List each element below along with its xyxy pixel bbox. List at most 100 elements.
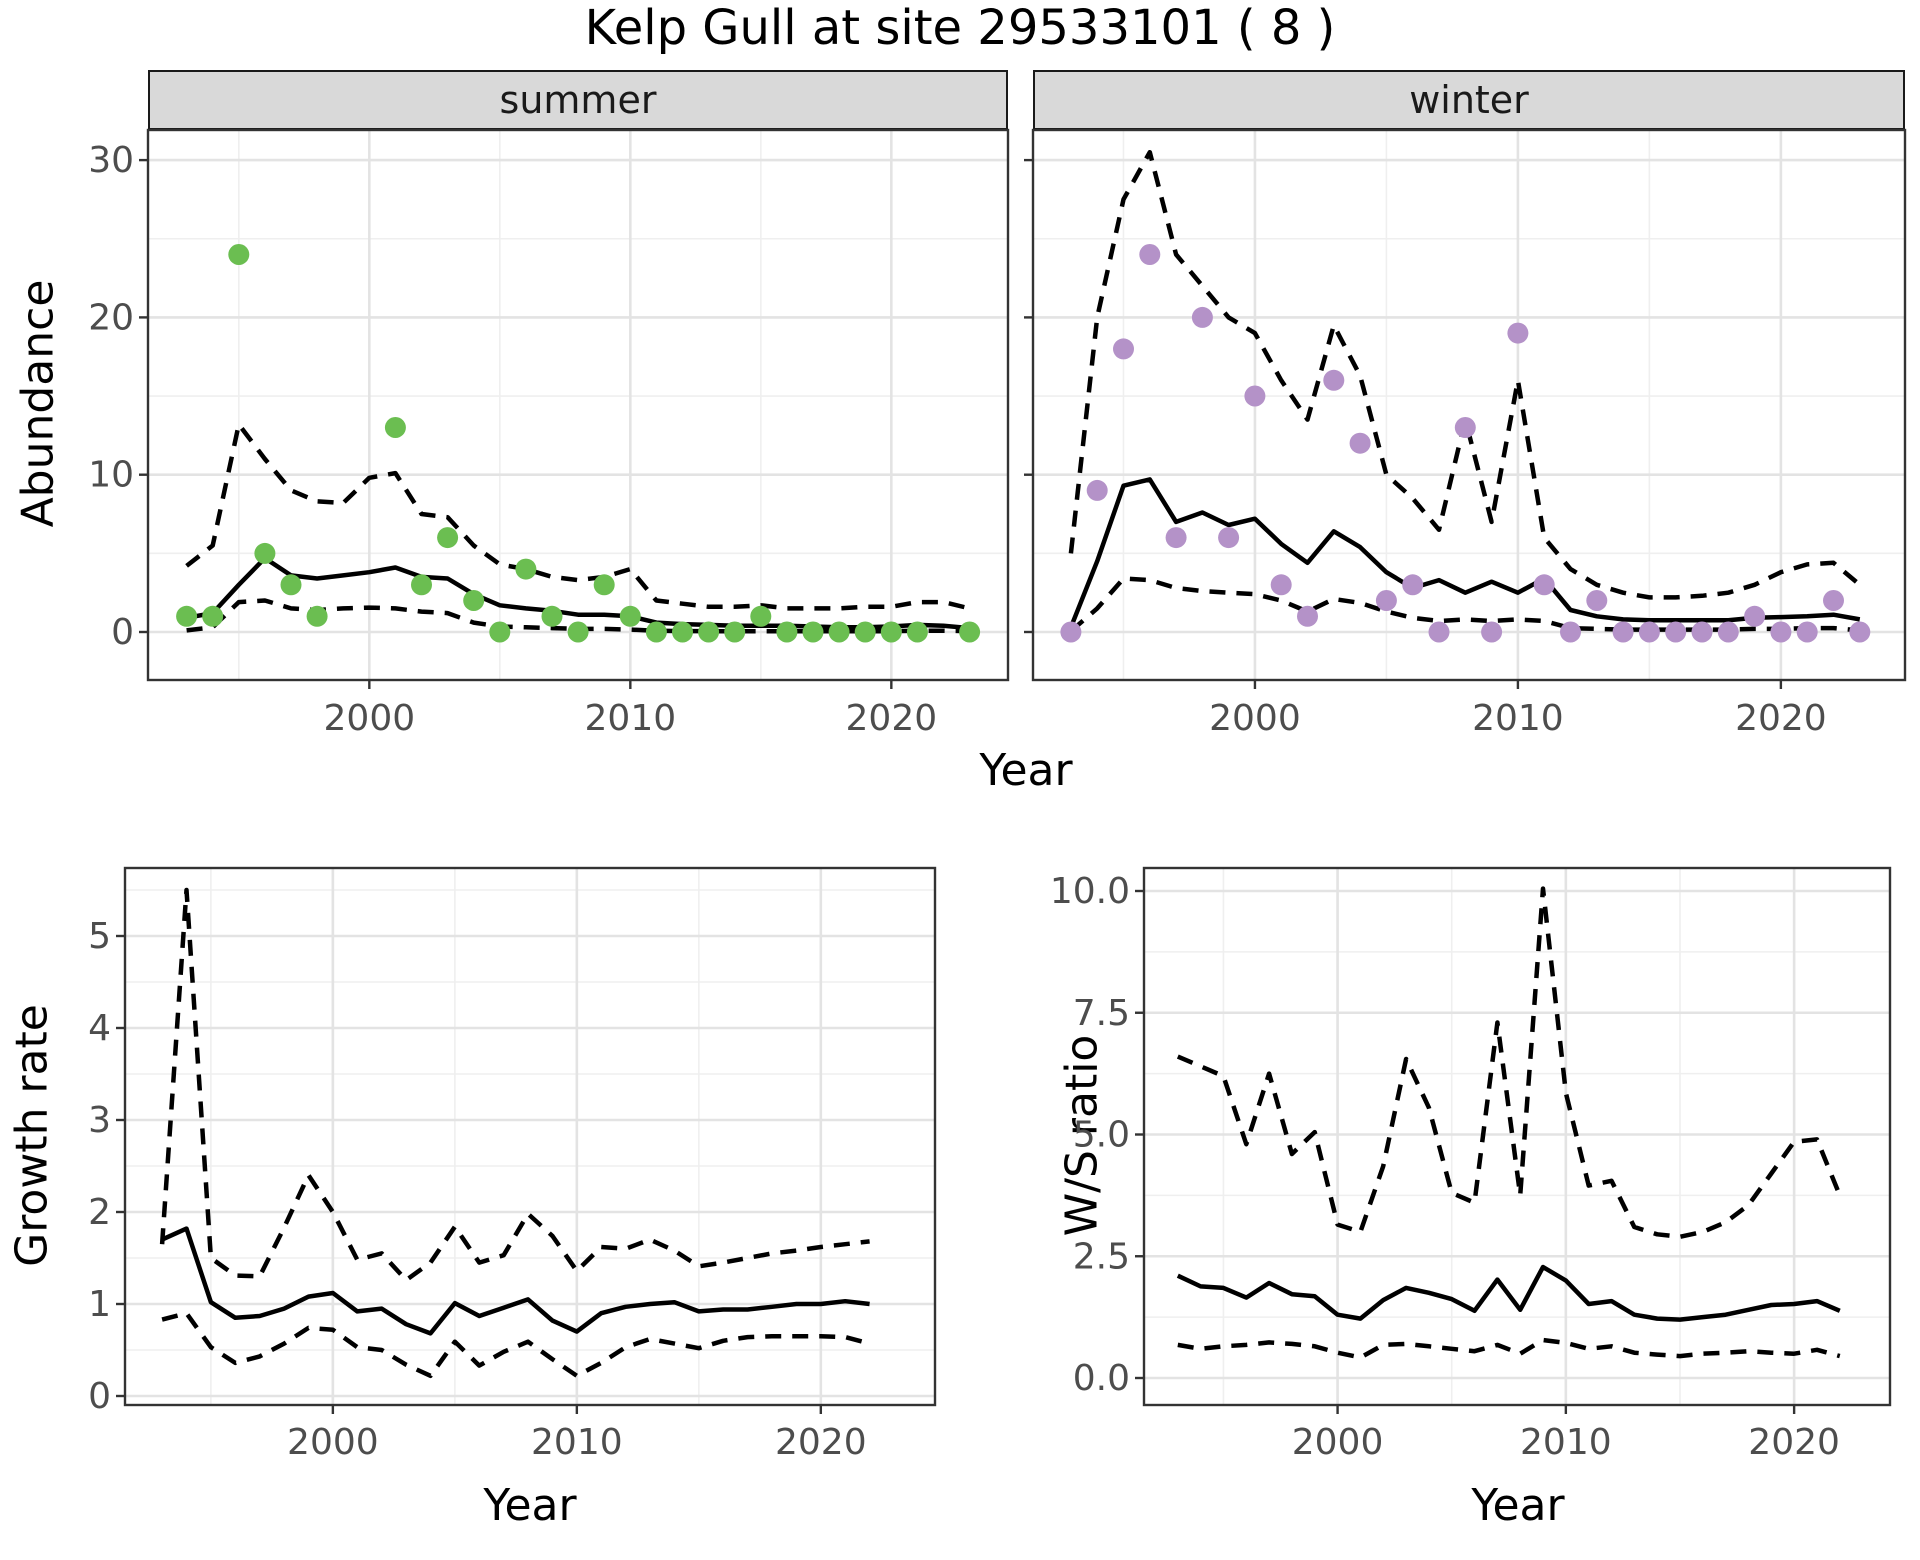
y-tick-label: 7.5	[1073, 993, 1130, 1034]
data-point	[176, 605, 198, 627]
data-point	[1612, 621, 1634, 643]
facet-strip-winter-label: winter	[1409, 78, 1529, 122]
y-tick-label: 0	[111, 612, 134, 653]
data-point	[1796, 621, 1818, 643]
data-point	[1638, 621, 1660, 643]
panel-background	[1144, 868, 1890, 1405]
data-point	[1533, 574, 1555, 596]
x-tick-label: 2000	[1209, 698, 1301, 739]
data-point	[1191, 306, 1213, 328]
panel-background	[1033, 130, 1905, 680]
data-point	[645, 621, 667, 643]
data-point	[828, 621, 850, 643]
data-point	[1560, 621, 1581, 643]
data-point	[698, 621, 720, 643]
x-tick-label: 2020	[775, 1422, 867, 1463]
data-point	[724, 621, 746, 643]
x-tick-label: 2010	[531, 1422, 623, 1463]
lower-ci-line	[1177, 1337, 1841, 1360]
panel-abundance_winter: 2000 2010 2020	[1024, 128, 1907, 739]
data-point	[1297, 605, 1318, 627]
data-point	[1375, 590, 1397, 611]
data-point	[854, 621, 876, 643]
panel-border	[1031, 128, 1907, 682]
x-tick-label: 2020	[1748, 1422, 1840, 1463]
data-point	[1428, 621, 1450, 643]
y-tick-label: 2.5	[1073, 1236, 1130, 1277]
panel-abundance_summer: 2000 2010 2020 0 10 20 30	[88, 128, 1010, 739]
data-point	[1323, 369, 1345, 391]
x-tick-label: 2000	[324, 698, 416, 739]
upper-ci-line	[159, 887, 870, 1283]
panel-background	[125, 868, 935, 1405]
data-point	[1507, 322, 1529, 344]
data-point	[1770, 621, 1792, 643]
y-tick-label: 5	[88, 916, 111, 957]
data-point	[1691, 621, 1713, 643]
data-point	[515, 558, 537, 580]
y-tick-label: 3	[88, 1100, 111, 1141]
data-point	[776, 621, 798, 643]
y-tick-label: 1	[88, 1284, 111, 1325]
data-point	[1454, 417, 1476, 438]
facet-strip-summer: summer	[148, 70, 1008, 130]
data-point	[959, 621, 981, 643]
data-point	[1139, 244, 1161, 265]
x-tick-label: 2010	[1472, 698, 1564, 739]
data-point	[567, 621, 589, 643]
data-point	[1165, 527, 1187, 549]
y-tick-label: 4	[88, 1008, 111, 1049]
x-tick-label: 2010	[1520, 1422, 1612, 1463]
data-point	[463, 590, 485, 611]
y-tick-label: 10.0	[1050, 871, 1130, 912]
data-point	[906, 621, 928, 643]
x-tick-label: 2020	[1735, 698, 1827, 739]
lower-ci-line	[161, 1310, 871, 1379]
x-axis-title-bottom-right: Year	[1471, 1480, 1565, 1531]
x-tick-label: 2000	[287, 1422, 379, 1463]
data-point	[541, 605, 563, 627]
x-tick-label: 2020	[846, 698, 938, 739]
y-tick-label: 0.0	[1073, 1358, 1130, 1399]
y-tick-label: 20	[88, 297, 134, 338]
panel-growth_rate: 2000 2010 2020 0 1 2 3 4 5	[88, 866, 937, 1463]
panel-ws_ratio: 2000 2010 2020 0.0 2.5 5.0 7.5 10.0	[1050, 866, 1892, 1463]
data-point	[672, 621, 693, 643]
data-point	[593, 574, 615, 596]
data-point	[202, 605, 224, 627]
data-point	[1823, 590, 1844, 611]
data-point	[750, 605, 772, 627]
data-point	[1349, 432, 1371, 454]
y-tick-label: 0	[88, 1376, 111, 1417]
data-point	[437, 527, 459, 549]
data-point	[880, 621, 902, 643]
panel-border	[123, 866, 937, 1407]
model-fit-line	[1176, 1264, 1841, 1322]
upper-ci-line	[1068, 149, 1862, 600]
facet-strip-summer-label: summer	[499, 78, 657, 122]
chart-title: Kelp Gull at site 29533101 ( 8 )	[584, 0, 1336, 56]
x-axis-title-bottom-left: Year	[483, 1480, 577, 1531]
data-point	[306, 605, 328, 627]
data-point	[1665, 621, 1687, 643]
data-point	[1849, 621, 1871, 643]
data-point	[1402, 574, 1424, 596]
y-tick-label: 30	[88, 140, 134, 181]
data-point	[1270, 574, 1292, 596]
panel-border	[1142, 866, 1892, 1407]
y-tick-label: 10	[88, 455, 134, 496]
panel-background	[148, 130, 1008, 680]
panel-border	[146, 128, 1010, 682]
model-fit-line	[1068, 477, 1861, 629]
data-point	[1481, 621, 1503, 643]
data-point	[489, 621, 511, 643]
x-tick-label: 2000	[1292, 1422, 1384, 1463]
data-point	[1218, 527, 1240, 549]
data-point	[1586, 590, 1608, 611]
data-point	[228, 244, 250, 265]
data-point	[254, 542, 276, 564]
y-tick-label: 5.0	[1073, 1115, 1130, 1156]
data-point	[280, 574, 302, 596]
